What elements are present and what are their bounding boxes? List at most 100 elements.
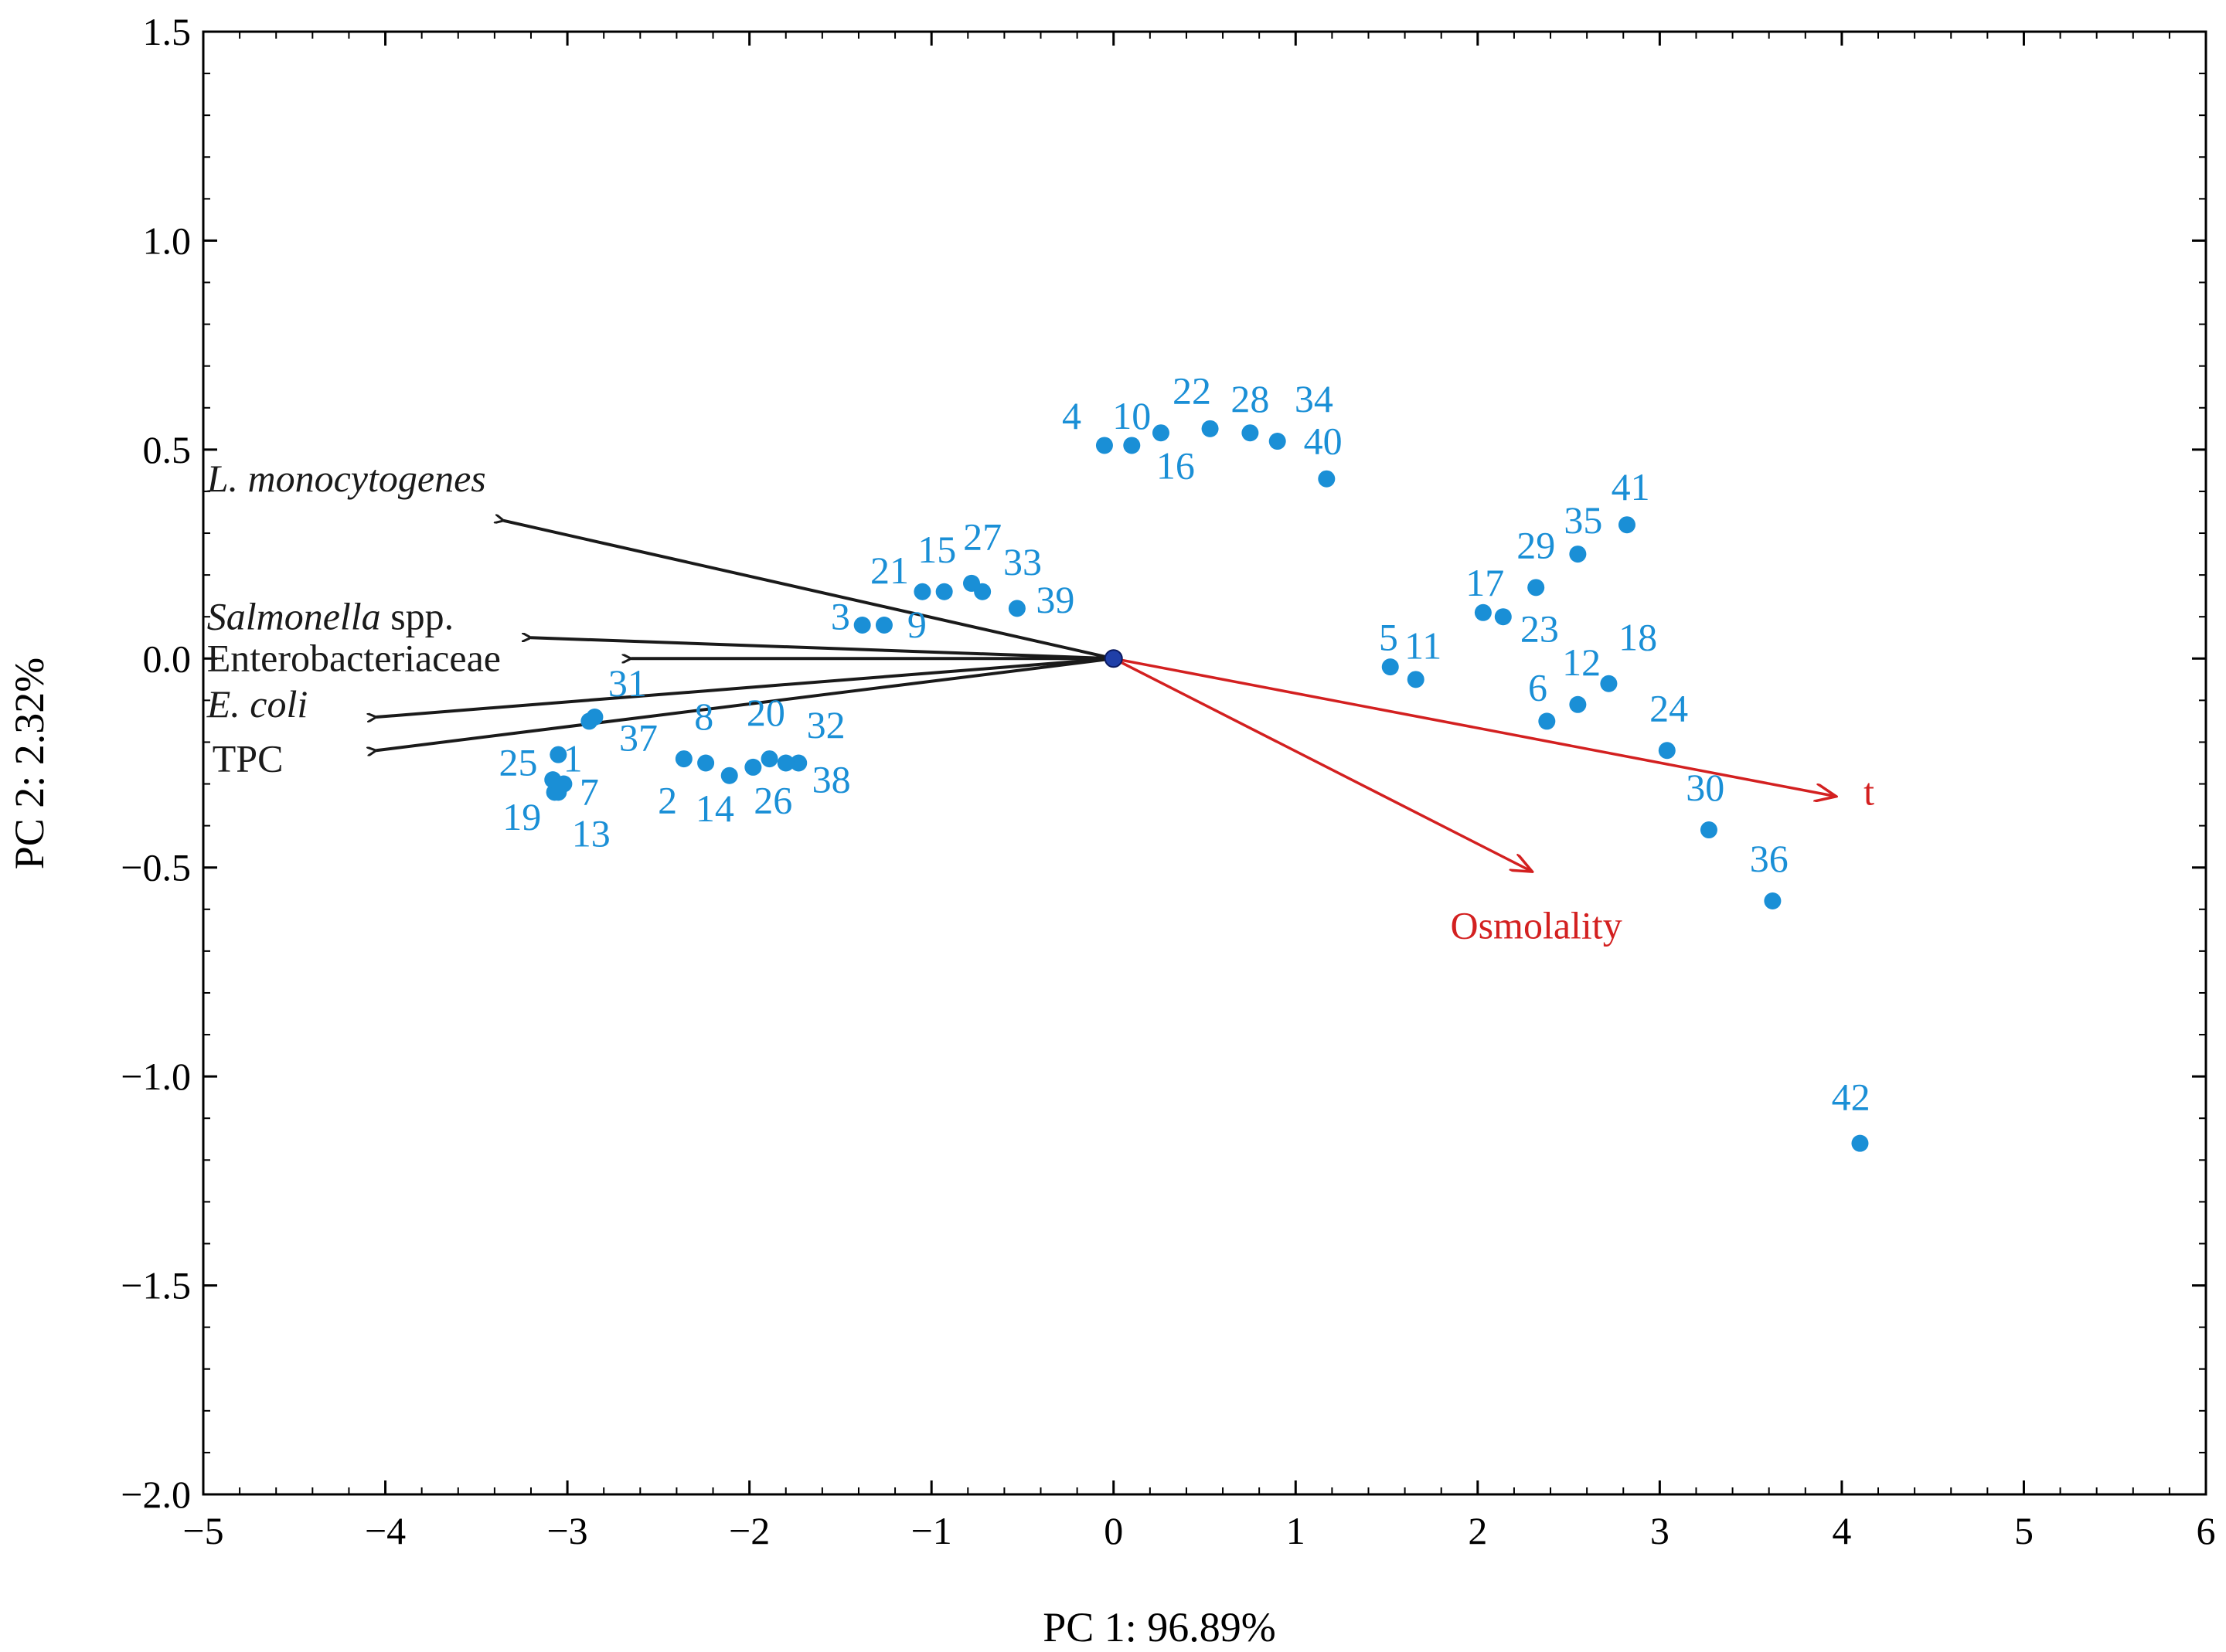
axis-ticks: −5 −4 −3 −2 −1 0 1 2 3 4 5 61.51.00.50.0−0.5−1.0−1.… — [121, 10, 2215, 1552]
loading-label-salmonella-spp: Salmonella spp. — [207, 594, 454, 637]
loading-vectors: L. monocytogenes Salmonella spp.Enterobac… — [206, 457, 1874, 947]
score-point-35 — [1569, 546, 1587, 563]
loading-arrow-salmonella-spp — [531, 637, 1114, 661]
score-label-42: 42 — [1832, 1075, 1870, 1118]
score-label-30: 30 — [1686, 766, 1724, 809]
score-point-8 — [697, 754, 715, 772]
score-label-29: 29 — [1516, 523, 1555, 566]
score-point-32 — [790, 754, 808, 772]
score-label-15: 15 — [917, 528, 956, 571]
loading-label-text: t — [1864, 770, 1874, 814]
score-point-20 — [761, 750, 778, 768]
score-point-12 — [1569, 695, 1587, 713]
loading-label-enterobacteriaceae: Enterobacteriaceae — [207, 637, 501, 680]
score-label-32: 32 — [807, 703, 846, 746]
score-label-14: 14 — [696, 787, 734, 830]
loading-label-e-coli: E. coli — [206, 682, 308, 726]
score-label-6: 6 — [1528, 665, 1547, 709]
loading-label-text: TPC — [213, 736, 284, 780]
x-tick-label: 3 — [1650, 1509, 1670, 1552]
score-label-27: 27 — [963, 515, 1002, 559]
score-point-28 — [1241, 424, 1259, 442]
loading-arrow-l-monocytogenes — [504, 521, 1115, 661]
loading-label-osmolality: Osmolality — [1450, 904, 1622, 947]
score-point-38 — [777, 754, 795, 772]
y-tick-label: −1.0 — [121, 1055, 191, 1098]
y-tick-label: 1.0 — [143, 219, 192, 262]
score-label-36: 36 — [1750, 837, 1789, 880]
score-point-9 — [875, 617, 893, 634]
x-tick-label: 5 — [2014, 1509, 2034, 1552]
y-tick-label: 0.5 — [143, 428, 192, 471]
score-label-19: 19 — [502, 795, 541, 838]
y-tick-label: −0.5 — [121, 846, 191, 889]
score-point-22 — [1201, 420, 1219, 437]
score-point-30 — [1700, 821, 1717, 839]
score-label-33: 33 — [1003, 540, 1042, 583]
score-label-17: 17 — [1465, 561, 1504, 604]
loading-arrow-e-coli — [376, 657, 1114, 717]
score-point-24 — [1658, 742, 1676, 760]
loading-arrow-osmolality — [1112, 657, 1533, 872]
score-label-1: 1 — [563, 736, 583, 780]
score-label-7: 7 — [580, 770, 599, 814]
x-tick-label: −1 — [911, 1509, 952, 1552]
x-tick-label: 4 — [1832, 1509, 1851, 1552]
score-label-23: 23 — [1520, 607, 1559, 651]
origin-marker — [1104, 649, 1123, 668]
loading-label-l-monocytogenes: L. monocytogenes — [206, 457, 486, 500]
x-tick-label: 6 — [2197, 1509, 2216, 1552]
score-label-9: 9 — [907, 603, 927, 646]
loading-label-text: Enterobacteriaceae — [207, 637, 501, 680]
x-tick-label: −5 — [182, 1509, 223, 1552]
x-axis-title: PC 1: 96.89% — [1043, 1604, 1276, 1650]
score-label-11: 11 — [1404, 624, 1441, 667]
score-label-4: 4 — [1062, 394, 1081, 437]
score-point-42 — [1851, 1134, 1869, 1152]
loading-label-italic: L. monocytogenes — [206, 457, 486, 500]
score-label-25: 25 — [499, 741, 537, 784]
loading-label-italic: Salmonella — [207, 594, 381, 637]
y-axis-title: PC 2: 2.32% — [6, 658, 53, 870]
score-point-33 — [974, 583, 992, 600]
x-tick-label: 0 — [1104, 1509, 1123, 1552]
score-label-39: 39 — [1036, 578, 1074, 621]
score-point-40 — [1318, 470, 1336, 488]
y-tick-label: 1.5 — [143, 10, 192, 53]
plot-frame — [202, 30, 2207, 1496]
loading-arrow-tpc — [376, 657, 1114, 750]
score-label-20: 20 — [747, 691, 785, 734]
score-label-5: 5 — [1379, 615, 1398, 658]
x-tick-label: −3 — [546, 1509, 587, 1552]
score-point-1 — [550, 746, 567, 763]
loading-label-text: spp. — [381, 594, 454, 637]
x-tick-label: 2 — [1468, 1509, 1487, 1552]
score-point-41 — [1618, 516, 1635, 534]
score-label-28: 28 — [1230, 377, 1269, 420]
score-label-13: 13 — [572, 812, 611, 855]
score-point-37 — [580, 712, 598, 730]
score-point-21 — [914, 583, 931, 600]
loading-label-t: t — [1864, 770, 1874, 814]
loading-label-italic: E. coli — [206, 682, 308, 726]
score-point-16 — [1152, 424, 1169, 442]
score-point-19 — [546, 784, 563, 801]
loading-label-text: Osmolality — [1450, 904, 1622, 947]
score-label-2: 2 — [658, 778, 677, 821]
score-label-21: 21 — [870, 549, 909, 592]
score-point-5 — [1381, 658, 1399, 676]
score-point-29 — [1527, 579, 1545, 597]
score-point-2 — [675, 750, 693, 768]
y-tick-label: −1.5 — [121, 1264, 191, 1307]
score-label-8: 8 — [694, 695, 713, 738]
score-label-18: 18 — [1618, 615, 1657, 658]
loading-arrow-t — [1113, 657, 1836, 796]
score-point-3 — [853, 617, 871, 634]
score-label-16: 16 — [1156, 444, 1195, 488]
score-label-22: 22 — [1173, 369, 1211, 412]
score-point-25 — [544, 771, 562, 789]
score-label-41: 41 — [1612, 465, 1650, 508]
score-label-24: 24 — [1649, 686, 1688, 729]
